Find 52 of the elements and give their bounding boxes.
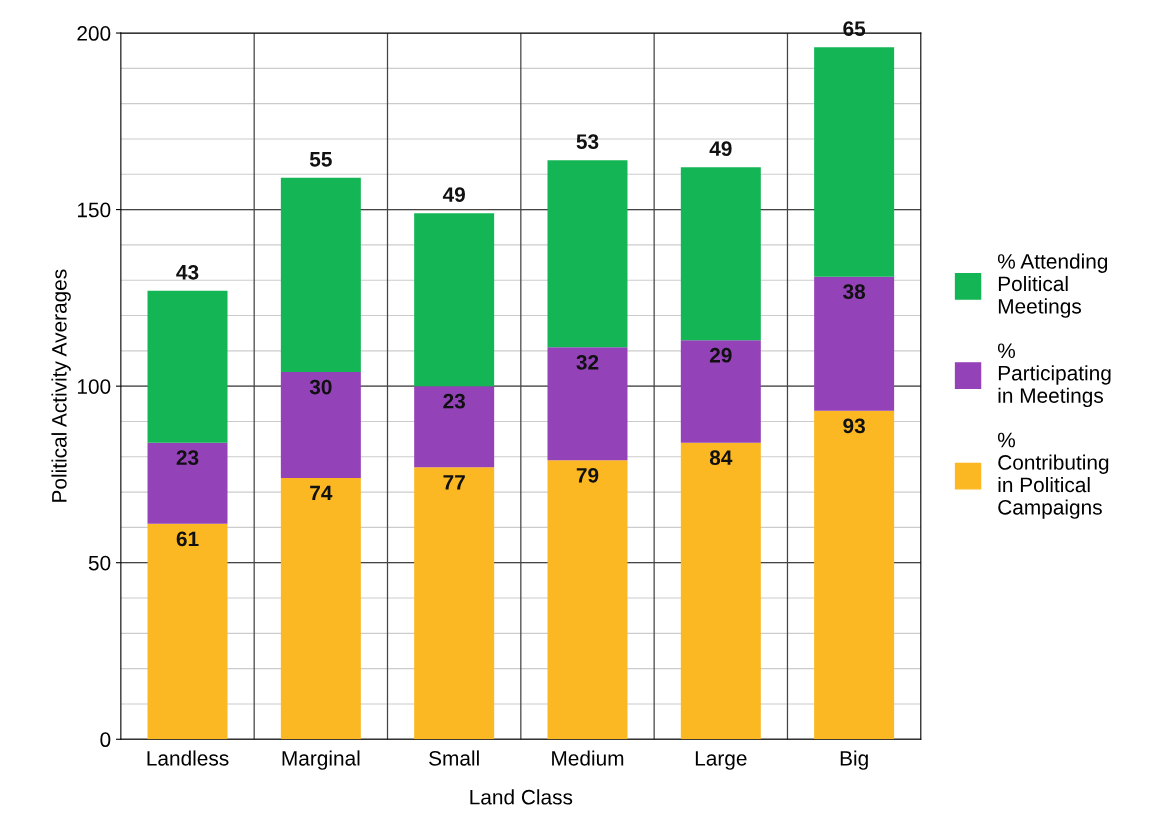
data-label: 23 <box>176 450 199 466</box>
x-axis-title: Land Class <box>470 789 573 805</box>
legend-label: % Attending Political Meetings <box>997 253 1108 318</box>
data-label: 93 <box>843 418 865 434</box>
data-label: 61 <box>176 531 199 547</box>
bar <box>680 442 761 740</box>
data-label: 84 <box>709 450 733 466</box>
y-tick-label: 0 <box>100 732 111 748</box>
bar <box>547 347 628 461</box>
data-label: 43 <box>176 264 199 280</box>
legend-label: % Participating in Meetings <box>997 343 1111 408</box>
data-label: 30 <box>309 379 332 395</box>
data-label: 55 <box>309 152 332 167</box>
bar <box>414 386 495 468</box>
bar <box>680 167 761 341</box>
x-tick-label: Landless <box>147 750 229 766</box>
bar <box>280 477 361 740</box>
data-label: 49 <box>442 187 465 202</box>
data-label: 53 <box>576 134 599 150</box>
y-tick-label: 100 <box>77 379 111 394</box>
bar <box>814 47 895 277</box>
bar <box>547 160 628 348</box>
y-tick-label: 150 <box>77 202 111 218</box>
bar <box>814 276 895 411</box>
y-tick-label: 200 <box>77 26 111 41</box>
data-label: 32 <box>576 354 599 370</box>
y-axis-title: Political Activity Averages <box>51 269 71 502</box>
x-tick-label: Marginal <box>282 750 360 770</box>
bar <box>147 442 228 524</box>
bar <box>280 177 361 373</box>
bar <box>414 213 495 387</box>
legend-label: % Contributing in Political Campaigns <box>997 432 1109 519</box>
bar <box>814 410 895 740</box>
x-tick-label: Medium <box>552 750 624 766</box>
data-label: 65 <box>843 21 866 36</box>
bar <box>680 340 761 443</box>
bar <box>147 523 228 740</box>
y-tick-label: 50 <box>88 555 111 571</box>
x-tick-label: Large <box>695 751 747 770</box>
data-label: 77 <box>443 475 465 490</box>
data-label: 23 <box>443 393 465 409</box>
data-label: 49 <box>709 141 732 157</box>
bar <box>414 467 495 740</box>
bar <box>547 460 628 740</box>
data-label: 79 <box>576 467 599 483</box>
x-tick-label: Big <box>840 750 868 770</box>
data-label: 29 <box>709 347 732 363</box>
data-label: 38 <box>843 284 866 300</box>
x-tick-label: Small <box>429 750 479 766</box>
data-label: 74 <box>310 485 333 501</box>
bar <box>280 372 361 478</box>
bar <box>147 290 228 443</box>
